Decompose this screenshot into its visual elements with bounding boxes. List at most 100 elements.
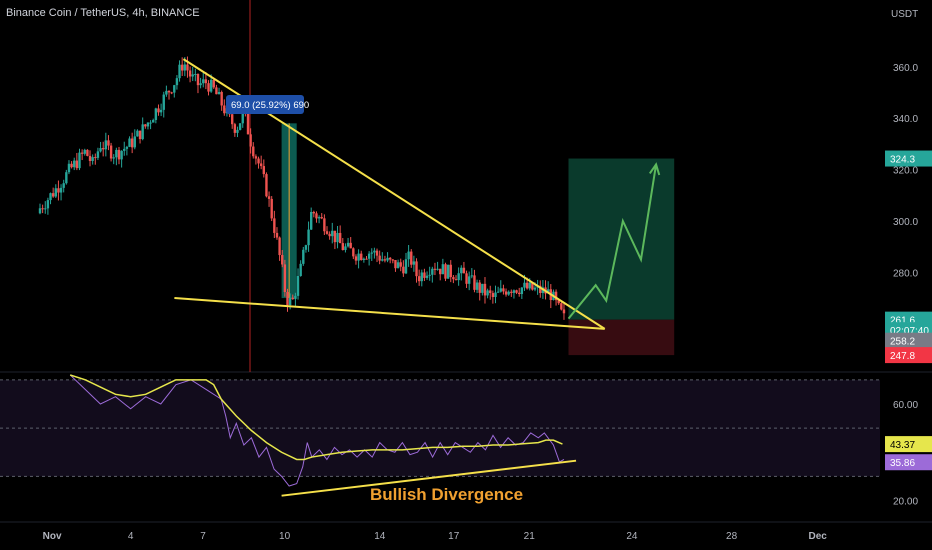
- time-tick: 14: [374, 531, 386, 542]
- candle-body: [278, 237, 281, 256]
- candle-body: [557, 300, 560, 304]
- candle-body: [425, 275, 429, 278]
- candle-body: [254, 156, 258, 159]
- candle-body: [467, 276, 471, 284]
- candle-body: [489, 290, 492, 294]
- candle-body: [496, 291, 500, 293]
- candle-body: [307, 229, 310, 246]
- price-badge-bg: [885, 332, 932, 349]
- rsi-badge-bg: [885, 454, 932, 471]
- price-badge-bg: [885, 150, 932, 167]
- candle-body: [59, 187, 63, 193]
- candle-body: [428, 274, 431, 276]
- candle-body: [236, 129, 239, 133]
- candle-body: [104, 140, 108, 150]
- candle-body: [207, 83, 210, 92]
- candle-body: [499, 288, 502, 292]
- candle-body: [375, 250, 379, 256]
- candle-body: [483, 283, 487, 296]
- measure-label: 69.0 (25.92%) 690: [231, 100, 309, 111]
- candle-body: [194, 73, 197, 75]
- candle-body: [125, 146, 129, 149]
- candle-body: [46, 200, 50, 209]
- candle-body: [546, 289, 550, 294]
- candle-body: [291, 297, 294, 300]
- candle-body: [449, 264, 452, 278]
- candle-body: [554, 291, 558, 301]
- candle-body: [528, 282, 531, 289]
- candle-body: [333, 230, 337, 243]
- candle-body: [170, 92, 173, 94]
- candle-body: [199, 83, 202, 86]
- candle-body: [441, 264, 445, 275]
- time-tick: 4: [128, 531, 134, 542]
- candle-body: [433, 268, 437, 270]
- candle-body: [491, 293, 495, 298]
- candle-body: [452, 277, 455, 280]
- divergence-line: [281, 459, 577, 497]
- candle-body: [273, 218, 276, 233]
- candle-body: [394, 259, 397, 269]
- rsi-badge: 43.37: [890, 440, 915, 451]
- time-tick: 10: [279, 531, 291, 542]
- candle-body: [446, 264, 450, 279]
- candle-body: [265, 174, 268, 197]
- candle-body: [312, 211, 316, 214]
- time-tick: 7: [200, 531, 206, 542]
- candle-body: [180, 64, 184, 71]
- candle-body: [562, 309, 566, 314]
- currency-label: USDT: [891, 9, 918, 20]
- candle-body: [531, 282, 534, 290]
- candle-body: [167, 90, 171, 93]
- candle-body: [259, 163, 263, 167]
- candle-body: [62, 183, 65, 188]
- candle-body: [146, 122, 150, 127]
- candle-body: [238, 123, 242, 130]
- rsi-badge: 35.86: [890, 458, 915, 469]
- price-badge: 324.3: [890, 155, 915, 166]
- candle-body: [83, 149, 86, 154]
- candle-body: [191, 74, 194, 77]
- projection-path: [567, 164, 658, 320]
- price-tick: 300.0: [893, 217, 918, 228]
- candle-body: [486, 290, 489, 296]
- candle-body: [462, 267, 466, 274]
- candle-body: [494, 292, 497, 298]
- candle-body: [175, 78, 179, 86]
- price-badge: 261.6: [890, 316, 915, 327]
- candle-body: [96, 151, 100, 158]
- candle-body: [525, 282, 529, 289]
- candle-body: [294, 295, 297, 300]
- candle-body: [317, 217, 321, 219]
- candle-body: [520, 287, 524, 295]
- candle-body: [152, 119, 155, 123]
- rsi-tick: 60.00: [893, 400, 918, 411]
- candle-body: [323, 218, 326, 232]
- candle-body: [41, 208, 44, 210]
- candle-body: [115, 149, 118, 158]
- candle-body: [362, 258, 366, 261]
- candle-body: [283, 264, 287, 293]
- candle-body: [154, 108, 158, 120]
- candle-body: [202, 79, 205, 84]
- candle-body: [328, 233, 331, 237]
- candle-body: [399, 262, 402, 267]
- candle-body: [212, 79, 215, 88]
- candle-body: [388, 257, 392, 260]
- candle-body: [507, 291, 510, 295]
- candle-body: [473, 275, 476, 290]
- candle-body: [257, 158, 260, 164]
- price-tick: 360.0: [893, 63, 918, 74]
- candle-body: [130, 138, 134, 148]
- rsi-badge-bg: [885, 436, 932, 453]
- candle-body: [270, 198, 273, 219]
- candle-body: [383, 259, 387, 261]
- candle-body: [341, 243, 344, 251]
- candle-body: [204, 79, 208, 84]
- rsi-ma-line: [69, 374, 563, 461]
- candle-body: [336, 232, 339, 243]
- time-tick: 24: [626, 531, 638, 542]
- candle-body: [325, 231, 329, 234]
